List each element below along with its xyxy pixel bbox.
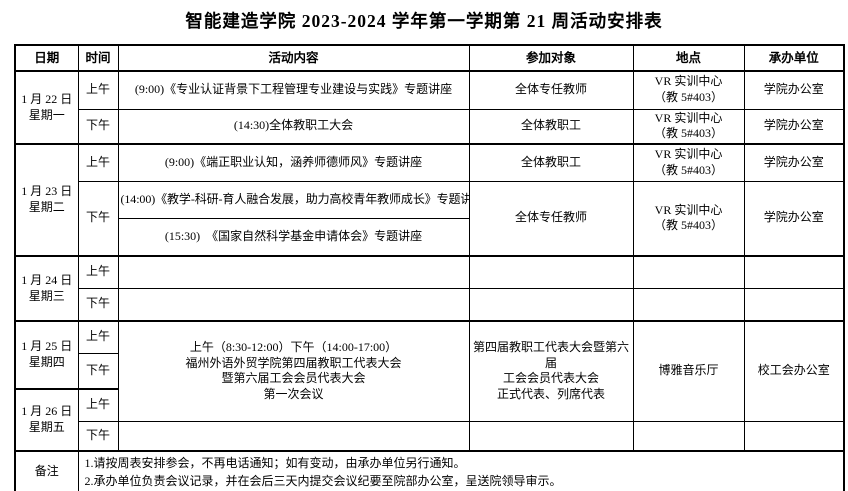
date-cell-jan26: 1 月 26 日 星期五 [14,388,79,452]
col-header-activity: 活动内容 [117,44,470,72]
activity-cell-jan22-pm: (14:30)全体教职工大会 [117,108,470,145]
row-jan26-pm: 下午 [15,420,845,452]
row-jan22-am: 1 月 22 日 星期一 上午 (9:00)《专业认证背景下工程管理专业建设与实… [14,70,845,145]
participants-cell-congress: 第四届教职工代表大会暨第六届 工会会员代表大会 正式代表、列席代表 [468,320,634,422]
row-jan25-am: 1 月 25 日 星期四 上午 上午（8:30-12:00）下午（14:00-1… [14,320,845,422]
organizer-cell-jan26-pm-empty [743,420,845,452]
time-cell-jan25-pm: 下午 [77,352,119,390]
row-remarks: 备注 1.请按周表安排参会，不再电话通知；如有变动，由承办单位另行通知。 2.承… [14,450,845,491]
organizer-cell-congress: 校工会办公室 [743,320,845,422]
row-jan25-pm: 下午 [15,352,844,390]
activity-cell-jan26-pm-empty [117,420,470,452]
activity-cell-congress: 上午（8:30-12:00）下午（14:00-17:00） 福州外语外贸学院第四… [117,320,470,422]
time-cell-jan26-pm: 下午 [77,420,119,452]
date-cell-jan23: 1 月 23 日 星期二 [14,143,79,257]
col-header-participants: 参加对象 [468,44,634,72]
row-jan24-pm: 下午 [15,287,845,322]
date-cell-jan25: 1 月 25 日 星期四 [14,320,79,390]
organizer-cell-jan23-am: 学院办公室 [743,143,845,182]
activity-cell-jan23-pm-2: (15:30) 《国家自然科学基金申请体会》专题讲座 [117,217,470,257]
time-cell-jan24-am: 上午 [77,255,119,289]
activity-cell-jan23-am: (9:00)《端正职业认知，涵养师德师风》专题讲座 [117,143,470,182]
col-header-organizer: 承办单位 [743,44,845,72]
date-cell-jan22: 1 月 22 日 星期一 [14,70,79,145]
time-cell-jan23-pm: 下午 [77,180,119,257]
organizer-cell-jan24-pm-empty [743,287,845,322]
participants-cell-jan22-am: 全体专任教师 [468,70,634,110]
row-jan23-pm-2: (15:30) 《国家自然科学基金申请体会》专题讲座 [15,217,844,257]
participants-cell-jan22-pm: 全体教职工 [468,108,634,145]
participants-cell-jan23-pm: 全体专任教师 [468,180,634,257]
location-cell-jan22-pm: VR 实训中心 （教 5#403） [632,108,745,145]
organizer-cell-jan22-am: 学院办公室 [743,70,845,110]
participants-cell-jan24-am-empty [468,255,634,289]
participants-cell-jan26-pm-empty [468,420,634,452]
location-cell-jan23-pm: VR 实训中心 （教 5#403） [632,180,745,257]
time-cell-jan23-am: 上午 [77,143,119,182]
row-jan23-am: 1 月 23 日 星期二 上午 (9:00)《端正职业认知，涵养师德师风》专题讲… [14,143,845,257]
row-jan23-pm-1: 下午 (14:00)《教学-科研-育人融合发展，助力高校青年教师成长》专题讲座 … [15,180,845,257]
header-row: 日期 时间 活动内容 参加对象 地点 承办单位 [14,44,845,72]
location-cell-congress: 博雅音乐厅 [632,320,745,422]
time-cell-jan26-am: 上午 [77,388,119,422]
organizer-cell-jan22-pm: 学院办公室 [743,108,845,145]
participants-cell-jan23-am: 全体教职工 [468,143,634,182]
document-title: 智能建造学院 2023-2024 学年第一学期第 21 周活动安排表 [185,11,663,31]
row-jan26-am: 1 月 26 日 星期五 上午 [14,388,844,452]
remark-label-cell: 备注 [14,450,79,491]
row-jan22-pm: 下午 (14:30)全体教职工大会 全体教职工 VR 实训中心 （教 5#403… [15,108,845,145]
location-cell-jan24-pm-empty [632,287,745,322]
remark-line-2: 2.承办单位负责会议记录，并在会后三天内提交会议纪要至院部办公室，呈送院领导审示… [84,474,562,489]
col-header-location: 地点 [632,44,745,72]
col-header-time: 时间 [77,44,119,72]
location-cell-jan23-am: VR 实训中心 （教 5#403） [632,143,745,182]
activity-cell-jan24-am-empty [117,255,470,289]
remark-line-1: 1.请按周表安排参会，不再电话通知；如有变动，由承办单位另行通知。 [84,456,466,471]
location-cell-jan26-pm-empty [632,420,745,452]
activity-cell-jan24-pm-empty [117,287,470,322]
organizer-cell-jan24-am-empty [743,255,845,289]
location-cell-jan22-am: VR 实训中心 （教 5#403） [632,70,745,110]
activity-cell-jan23-pm-1: (14:00)《教学-科研-育人融合发展，助力高校青年教师成长》专题讲座 [117,180,470,219]
activity-cell-jan22-am: (9:00)《专业认证背景下工程管理专业建设与实践》专题讲座 [117,70,470,110]
time-cell-jan22-am: 上午 [77,70,119,110]
remark-text-cell: 1.请按周表安排参会，不再电话通知；如有变动，由承办单位另行通知。 2.承办单位… [77,450,845,491]
time-cell-jan24-pm: 下午 [77,287,119,322]
time-cell-jan22-pm: 下午 [77,108,119,145]
participants-cell-jan24-pm-empty [468,287,634,322]
date-cell-jan24: 1 月 24 日 星期三 [14,255,79,322]
time-cell-jan25-am: 上午 [77,320,119,354]
location-cell-jan24-am-empty [632,255,745,289]
col-header-date: 日期 [14,44,79,72]
schedule-table: 日期 时间 活动内容 参加对象 地点 承办单位 1 月 22 日 星期一 上午 … [14,44,845,491]
organizer-cell-jan23-pm: 学院办公室 [743,180,845,257]
row-jan24-am: 1 月 24 日 星期三 上午 [14,255,845,322]
